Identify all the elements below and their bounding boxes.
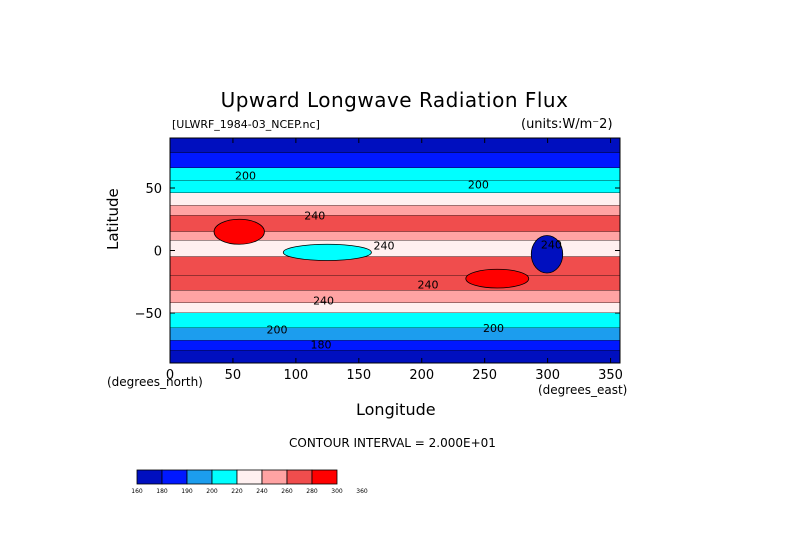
contour-labels: 200 200 240 240 240 240 240 200 200 180 <box>235 170 562 352</box>
contour-label: 180 <box>311 338 332 351</box>
dataset-filename: [ULWRF_1984-03_NCEP.nc] <box>172 118 320 131</box>
colorbar-swatch <box>261 469 288 485</box>
x-axis-title: Longitude <box>356 400 436 419</box>
contour-label: 200 <box>468 178 489 191</box>
flux-band <box>170 231 620 241</box>
colorbar-label: 360 <box>356 488 368 495</box>
contour-label: 200 <box>483 322 504 335</box>
x-tick-label: 200 <box>409 368 434 383</box>
flux-band <box>170 205 620 216</box>
colorbar-label: 190 <box>181 488 193 495</box>
colorbar-label: 180 <box>156 488 168 495</box>
colorbar-label: 280 <box>306 488 318 495</box>
colorbar-label: 200 <box>206 488 218 495</box>
contour-label: 240 <box>304 210 325 223</box>
x-tick-label: 300 <box>535 368 560 383</box>
x-tick-label: 0 <box>166 368 174 383</box>
contour-label: 200 <box>235 170 256 183</box>
contour-label: 240 <box>541 238 562 251</box>
colorbar-swatch <box>236 469 263 485</box>
flux-field <box>170 138 620 363</box>
x-unit-label: (degrees_east) <box>538 383 628 397</box>
colorbar-label: 260 <box>281 488 293 495</box>
y-unit-label: (degrees_north) <box>107 375 203 389</box>
flux-band <box>170 240 620 257</box>
y-tick-label: 50 <box>145 182 162 197</box>
flux-band <box>170 180 620 193</box>
x-tick-label: 150 <box>346 368 371 383</box>
colorbar-swatch <box>311 469 338 485</box>
colorbar-swatch <box>211 469 238 485</box>
flux-band <box>170 303 620 313</box>
colorbar-label: 220 <box>231 488 243 495</box>
y-tick-label: −50 <box>135 307 162 322</box>
contour-label: 240 <box>313 295 334 308</box>
colorbar-swatch <box>186 469 213 485</box>
colorbar-swatch <box>136 469 163 485</box>
x-tick-label: 100 <box>283 368 308 383</box>
tropical-convection-low <box>530 235 564 274</box>
chart-title: Upward Longwave Radiation Flux <box>220 88 569 112</box>
flux-band <box>170 168 620 181</box>
flux-band <box>170 275 620 291</box>
colorbar: 160 180 190 200 220 240 260 280 300 360 <box>131 469 368 495</box>
flux-band <box>170 138 620 153</box>
flux-band <box>170 313 620 328</box>
flux-band <box>170 340 620 351</box>
tropical-convection-low <box>282 243 372 261</box>
colorbar-label: 300 <box>331 488 343 495</box>
colorbar-swatch <box>286 469 313 485</box>
subtropical-high <box>213 218 265 245</box>
subtropical-high <box>465 268 530 289</box>
x-tick-label: 250 <box>472 368 497 383</box>
axes: 0 50 100 150 200 250 300 350 50 0 −50 <box>135 138 623 383</box>
contour-label: 200 <box>266 323 287 336</box>
units-label: (units:W/m⁻2) <box>521 117 613 132</box>
contour-interval-note: CONTOUR INTERVAL = 2.000E+01 <box>289 436 496 450</box>
flux-band <box>170 350 620 363</box>
flux-band <box>170 153 620 168</box>
colorbar-label: 160 <box>131 488 143 495</box>
x-tick-label: 50 <box>225 368 242 383</box>
colorbar-swatch <box>161 469 188 485</box>
colorbar-label: 240 <box>256 488 268 495</box>
contour-label: 240 <box>373 240 394 253</box>
flux-band <box>170 328 620 341</box>
flux-band <box>170 215 620 232</box>
x-tick-label: 350 <box>598 368 623 383</box>
contour-label: 240 <box>418 278 439 291</box>
flux-band <box>170 193 620 206</box>
flux-band <box>170 290 620 303</box>
y-tick-label: 0 <box>154 245 162 260</box>
